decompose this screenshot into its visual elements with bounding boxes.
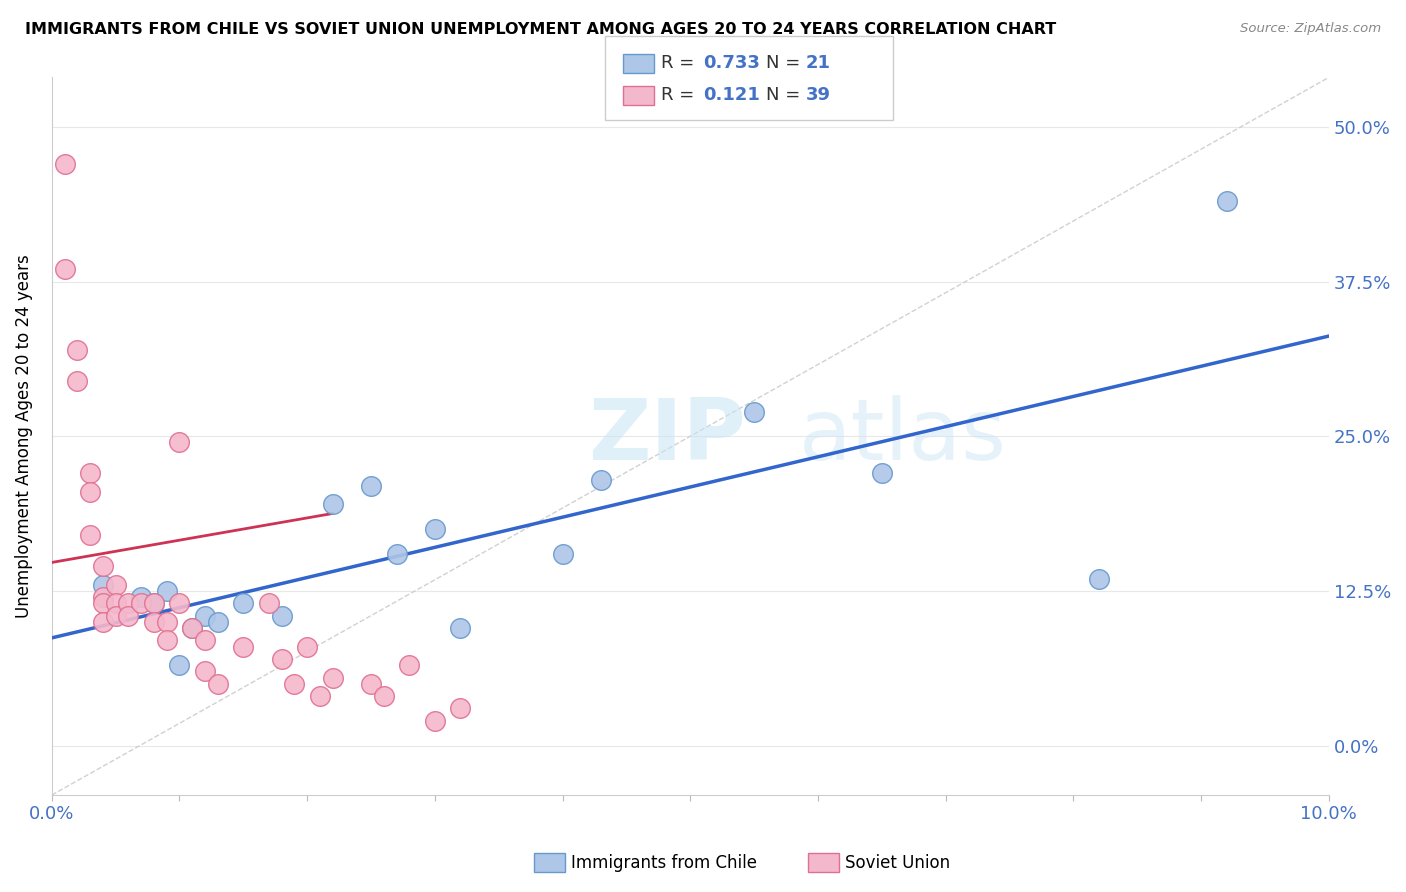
Point [91, 615, 114, 629]
Point [169, 596, 191, 610]
Point [142, 596, 165, 610]
Point [53, 157, 76, 171]
Point [104, 578, 127, 592]
Point [270, 608, 292, 623]
Text: 21: 21 [806, 54, 831, 72]
Point [742, 404, 765, 418]
Point [207, 676, 229, 690]
Text: R =: R = [661, 54, 700, 72]
Point [322, 497, 344, 511]
Point [156, 583, 179, 598]
Point [91, 578, 114, 592]
Text: N =: N = [766, 54, 806, 72]
Point [309, 689, 332, 703]
Point [385, 547, 408, 561]
Point [270, 652, 292, 666]
Point [53, 262, 76, 277]
Text: 39: 39 [806, 87, 831, 104]
Point [360, 676, 382, 690]
Point [79, 528, 101, 542]
Point [423, 522, 446, 536]
Point [257, 596, 280, 610]
Point [194, 633, 217, 648]
Point [169, 435, 191, 450]
Text: Source: ZipAtlas.com: Source: ZipAtlas.com [1240, 22, 1381, 36]
Point [66, 343, 89, 357]
Text: ZIP: ZIP [588, 395, 745, 478]
Point [194, 665, 217, 679]
Point [91, 596, 114, 610]
Point [181, 621, 204, 635]
Text: R =: R = [661, 87, 706, 104]
Point [373, 689, 395, 703]
Point [322, 671, 344, 685]
Text: IMMIGRANTS FROM CHILE VS SOVIET UNION UNEMPLOYMENT AMONG AGES 20 TO 24 YEARS COR: IMMIGRANTS FROM CHILE VS SOVIET UNION UN… [25, 22, 1056, 37]
Text: 0.733: 0.733 [703, 54, 759, 72]
Text: Soviet Union: Soviet Union [845, 854, 950, 871]
Point [207, 615, 229, 629]
Point [449, 701, 471, 715]
Point [79, 467, 101, 481]
Point [66, 374, 89, 388]
Text: atlas: atlas [799, 395, 1007, 478]
Point [129, 590, 152, 604]
Point [360, 479, 382, 493]
Point [398, 658, 420, 673]
Point [232, 640, 254, 654]
Text: Immigrants from Chile: Immigrants from Chile [571, 854, 756, 871]
Y-axis label: Unemployment Among Ages 20 to 24 years: Unemployment Among Ages 20 to 24 years [15, 254, 32, 618]
Point [1088, 572, 1111, 586]
Point [295, 640, 318, 654]
Point [91, 559, 114, 574]
Point [117, 608, 139, 623]
Text: 0.121: 0.121 [703, 87, 759, 104]
Point [129, 596, 152, 610]
Point [551, 547, 574, 561]
Text: N =: N = [766, 87, 806, 104]
Point [142, 615, 165, 629]
Point [169, 658, 191, 673]
Point [423, 714, 446, 728]
Point [181, 621, 204, 635]
Point [589, 473, 612, 487]
Point [870, 467, 893, 481]
Point [91, 590, 114, 604]
Point [1215, 194, 1237, 209]
Point [104, 596, 127, 610]
Point [79, 484, 101, 499]
Point [449, 621, 471, 635]
Point [104, 608, 127, 623]
Point [232, 596, 254, 610]
Point [117, 596, 139, 610]
Point [156, 633, 179, 648]
Point [194, 608, 217, 623]
Point [142, 596, 165, 610]
Point [283, 676, 305, 690]
Point [156, 615, 179, 629]
